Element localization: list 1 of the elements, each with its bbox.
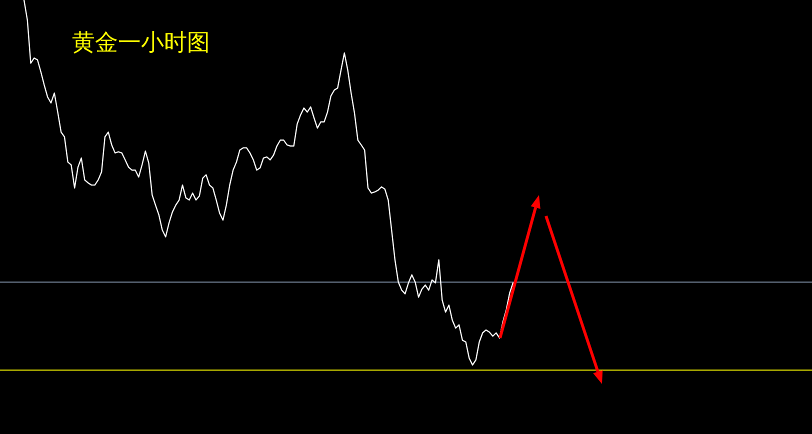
text: 黄金一小时图 [72,30,210,56]
